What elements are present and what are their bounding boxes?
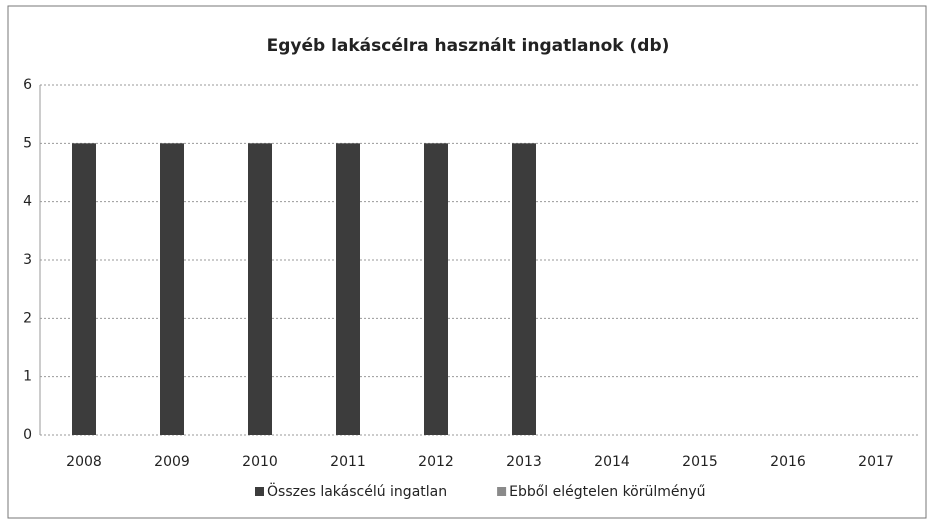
bar: [336, 143, 360, 436]
y-tick-label: 1: [23, 369, 32, 385]
bar: [72, 143, 96, 436]
y-tick-label: 2: [23, 310, 32, 326]
x-tick-label: 2014: [594, 454, 630, 470]
x-tick-label: 2010: [242, 454, 278, 470]
y-tick-label: 0: [23, 427, 32, 443]
x-tick-label: 2013: [506, 454, 542, 470]
x-tick-label: 2016: [770, 454, 806, 470]
legend-swatch: [497, 487, 507, 496]
x-tick-label: 2015: [682, 454, 718, 470]
y-tick-label: 4: [23, 194, 32, 210]
legend-swatch: [255, 487, 264, 496]
legend-label: Ebből elégtelen körülményű: [509, 484, 705, 500]
y-tick-label: 6: [23, 77, 32, 93]
x-tick-label: 2008: [66, 454, 102, 470]
x-tick-label: 2012: [418, 454, 454, 470]
y-tick-label: 5: [23, 135, 32, 151]
chart-title: Egyéb lakáscélra használt ingatlanok (db…: [267, 36, 670, 56]
x-tick-label: 2009: [154, 454, 190, 470]
x-tick-label: 2017: [858, 454, 894, 470]
chart-frame: [7, 5, 927, 519]
bar: [512, 143, 536, 436]
bar: [424, 143, 448, 436]
y-tick-label: 3: [23, 252, 32, 268]
x-tick-label: 2011: [330, 454, 366, 470]
bar: [248, 143, 272, 436]
bar: [160, 143, 184, 436]
legend-label: Összes lakáscélú ingatlan: [267, 482, 447, 500]
